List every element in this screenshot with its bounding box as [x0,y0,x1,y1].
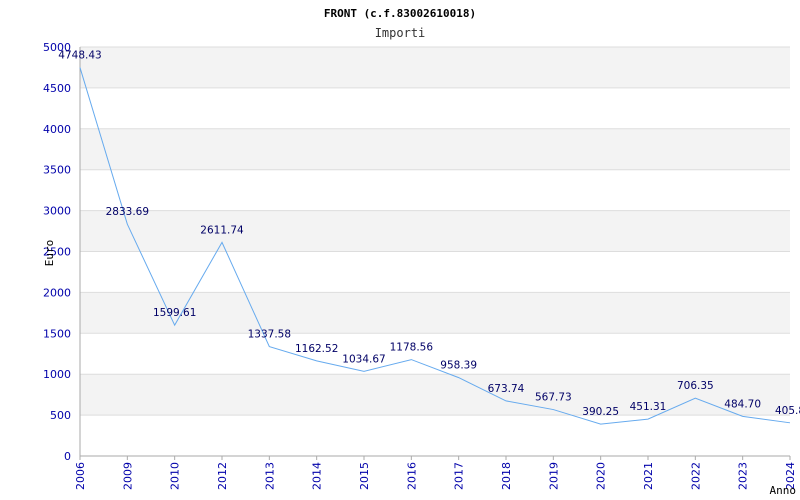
x-tick-label: 2012 [216,462,229,490]
chart-title: FRONT (c.f.83002610018) [324,7,476,20]
x-tick-label: 2013 [263,462,276,490]
data-label: 390.25 [582,406,619,418]
x-tick-label: 2010 [169,462,182,490]
grid-band [80,128,790,170]
x-tick-label: 2024 [784,462,797,490]
data-label: 1337.58 [248,329,291,341]
data-label: 1034.67 [342,353,385,365]
data-label: 2833.69 [106,206,149,218]
chart-subtitle: Importi [375,26,426,40]
data-label: 1162.52 [295,343,338,355]
data-label: 451.31 [630,401,667,413]
x-tick-label: 2014 [311,462,324,490]
grid-band [80,47,790,88]
x-tick-labels: 2006 2009 2010 2012 2013 2014 2015 2016 2017 2018… [74,456,797,490]
data-label: 706.35 [677,380,714,392]
y-tick-label: 0 [64,450,71,463]
data-label: 673.74 [488,383,525,395]
y-tick-label: 4500 [43,82,71,95]
data-label: 4748.43 [58,50,101,62]
x-axis-label: Anno [770,484,797,497]
y-tick-label: 4000 [43,123,71,136]
gridlines [80,46,790,457]
axes [79,47,790,457]
y-tick-label: 5000 [43,41,71,54]
data-label: 484.70 [724,398,761,410]
y-tick-label: 2000 [43,286,71,299]
grid-band [80,210,790,252]
data-label: 2611.74 [200,224,244,236]
x-tick-label: 2023 [737,462,750,490]
y-tick-label: 1000 [43,368,71,381]
x-tick-label: 2006 [74,462,87,490]
series-group [79,67,791,425]
x-tick-label: 2016 [405,462,418,490]
grid-band [80,292,790,334]
series-line [79,67,791,425]
data-label: 1178.56 [390,342,434,354]
x-tick-label: 2017 [453,462,466,490]
y-tick-label: 1500 [43,327,71,340]
data-label: 1599.61 [153,307,196,319]
x-tick-label: 2015 [358,462,371,490]
x-tick-label: 2021 [642,462,655,490]
data-label: 567.73 [535,392,572,404]
x-tick-label: 2020 [595,462,608,490]
grid-bands [80,47,790,416]
y-axis-label: Euro [43,240,56,267]
data-label: 958.39 [440,360,477,372]
x-tick-label: 2019 [547,462,560,490]
y-tick-label: 3500 [43,164,71,177]
x-tick-label: 2009 [121,462,134,490]
y-tick-labels: 0 500 1000 1500 2000 2500 3000 3500 4000 4500 5000 [43,41,71,463]
data-label: 405.8 [775,405,800,417]
x-tick-label: 2018 [500,462,513,490]
y-tick-label: 500 [50,409,71,422]
y-tick-label: 2500 [43,246,71,259]
y-tick-label: 3000 [43,205,71,218]
data-labels: 4748.43 2833.69 1599.61 2611.74 1337.58 1162.… [58,50,800,418]
x-tick-label: 2022 [689,462,702,490]
